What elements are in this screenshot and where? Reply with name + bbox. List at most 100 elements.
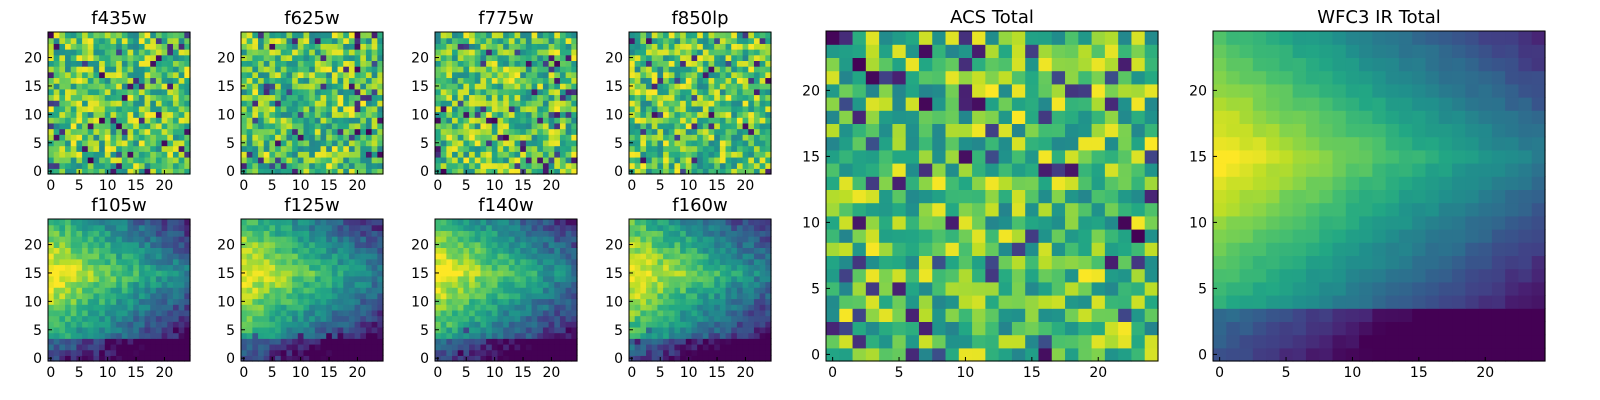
heatmap-cell <box>337 241 344 248</box>
heatmap-cell <box>972 268 986 283</box>
heatmap-cell <box>70 151 77 158</box>
heatmap-cell <box>691 37 698 44</box>
heatmap-cell <box>121 326 129 334</box>
heatmap-cell <box>178 54 185 61</box>
heatmap-cell <box>463 134 470 141</box>
heatmap-cell <box>759 83 766 90</box>
heatmap-cell <box>852 176 867 190</box>
heatmap-cell <box>121 54 129 61</box>
heatmap-cell <box>365 77 373 84</box>
heatmap-cell <box>537 292 544 300</box>
heatmap-cell <box>258 275 265 283</box>
heatmap-cell <box>708 168 715 175</box>
heatmap-cell <box>337 315 344 322</box>
heatmap-cell <box>463 321 470 328</box>
heatmap-cell <box>879 176 893 190</box>
heatmap-cell <box>685 66 693 73</box>
heatmap-cell <box>360 83 367 90</box>
heatmap-cell <box>365 309 373 317</box>
heatmap-cell <box>520 151 527 158</box>
heatmap-cell <box>70 349 77 356</box>
heatmap-cell <box>121 253 129 260</box>
heatmap-cell <box>110 83 117 90</box>
heatmap-cell <box>138 287 146 294</box>
heatmap-cell <box>348 275 356 283</box>
heatmap-cell <box>172 94 180 101</box>
heatmap-cell <box>945 308 960 322</box>
heatmap-cell <box>246 275 253 283</box>
heatmap-cell <box>104 162 112 169</box>
heatmap-cell <box>241 287 248 294</box>
heatmap-cell <box>258 117 265 124</box>
heatmap-cell <box>269 241 276 248</box>
heatmap-cell <box>731 156 738 164</box>
heatmap-cell <box>76 162 83 169</box>
heatmap-cell <box>440 162 447 169</box>
heatmap-cell <box>531 151 538 158</box>
heatmap-cell <box>354 128 361 135</box>
heatmap-cell <box>463 151 470 158</box>
heatmap-cell <box>731 49 738 56</box>
heatmap-cell <box>76 292 83 300</box>
heatmap-cell <box>691 122 698 130</box>
heatmap-cell <box>657 145 664 152</box>
heatmap-cell <box>127 111 134 118</box>
heatmap-cell <box>1118 334 1133 349</box>
heatmap-cell <box>646 105 653 113</box>
heatmap-cell <box>167 281 174 288</box>
heatmap-cell <box>331 88 339 96</box>
heatmap-cell <box>435 88 442 96</box>
heatmap-cell <box>377 258 384 266</box>
heatmap-cell <box>531 281 538 288</box>
heatmap-cell <box>486 145 493 152</box>
heatmap-cell <box>337 253 344 260</box>
heatmap-cell <box>865 215 880 230</box>
heatmap-cell <box>985 136 1000 151</box>
heatmap-cell <box>360 162 367 169</box>
heatmap-cell <box>258 253 265 260</box>
heatmap-cell <box>548 321 555 328</box>
heatmap-cell <box>932 70 947 85</box>
heatmap-cell <box>297 287 305 294</box>
heatmap-cell <box>269 94 276 101</box>
heatmap-cell <box>150 168 157 175</box>
heatmap-cell <box>252 151 259 158</box>
heatmap-cell <box>463 304 470 311</box>
heatmap-cell <box>161 77 168 84</box>
heatmap-cell <box>286 43 293 50</box>
heatmap-cell <box>708 105 715 113</box>
heatmap-cell <box>82 224 89 231</box>
x-tick-label: 10 <box>99 365 117 381</box>
heatmap-cell <box>167 332 174 339</box>
heatmap-cell <box>93 71 100 79</box>
heatmap-cell <box>1144 70 1159 85</box>
heatmap-cell <box>314 151 322 158</box>
heatmap-cell <box>53 122 60 130</box>
heatmap-cell <box>486 321 493 328</box>
heatmap-cell <box>508 139 516 147</box>
heatmap-cell <box>759 32 766 39</box>
heatmap-cell <box>354 122 361 130</box>
heatmap-cell <box>104 258 112 266</box>
heatmap-cell <box>331 326 339 334</box>
heatmap-cell <box>360 151 367 158</box>
heatmap-cell <box>691 83 698 90</box>
heatmap-cell <box>76 151 83 158</box>
heatmap-cell <box>65 105 72 113</box>
heatmap-cell <box>87 32 95 39</box>
heatmap-cell <box>1038 70 1053 85</box>
heatmap-cell <box>320 230 327 237</box>
heatmap-cell <box>1011 136 1026 151</box>
heatmap-cell <box>435 122 442 130</box>
heatmap-cell <box>554 32 561 39</box>
heatmap-cell <box>865 44 880 58</box>
heatmap-cell <box>1104 334 1119 349</box>
heatmap-cell <box>463 298 470 305</box>
heatmap-cell <box>1104 189 1119 204</box>
heatmap-cell <box>269 247 276 254</box>
heatmap-cell <box>879 281 893 296</box>
heatmap-cell <box>446 83 453 90</box>
heatmap-cell <box>337 236 344 243</box>
heatmap-cells <box>826 31 1159 362</box>
heatmap-cell <box>646 49 653 56</box>
